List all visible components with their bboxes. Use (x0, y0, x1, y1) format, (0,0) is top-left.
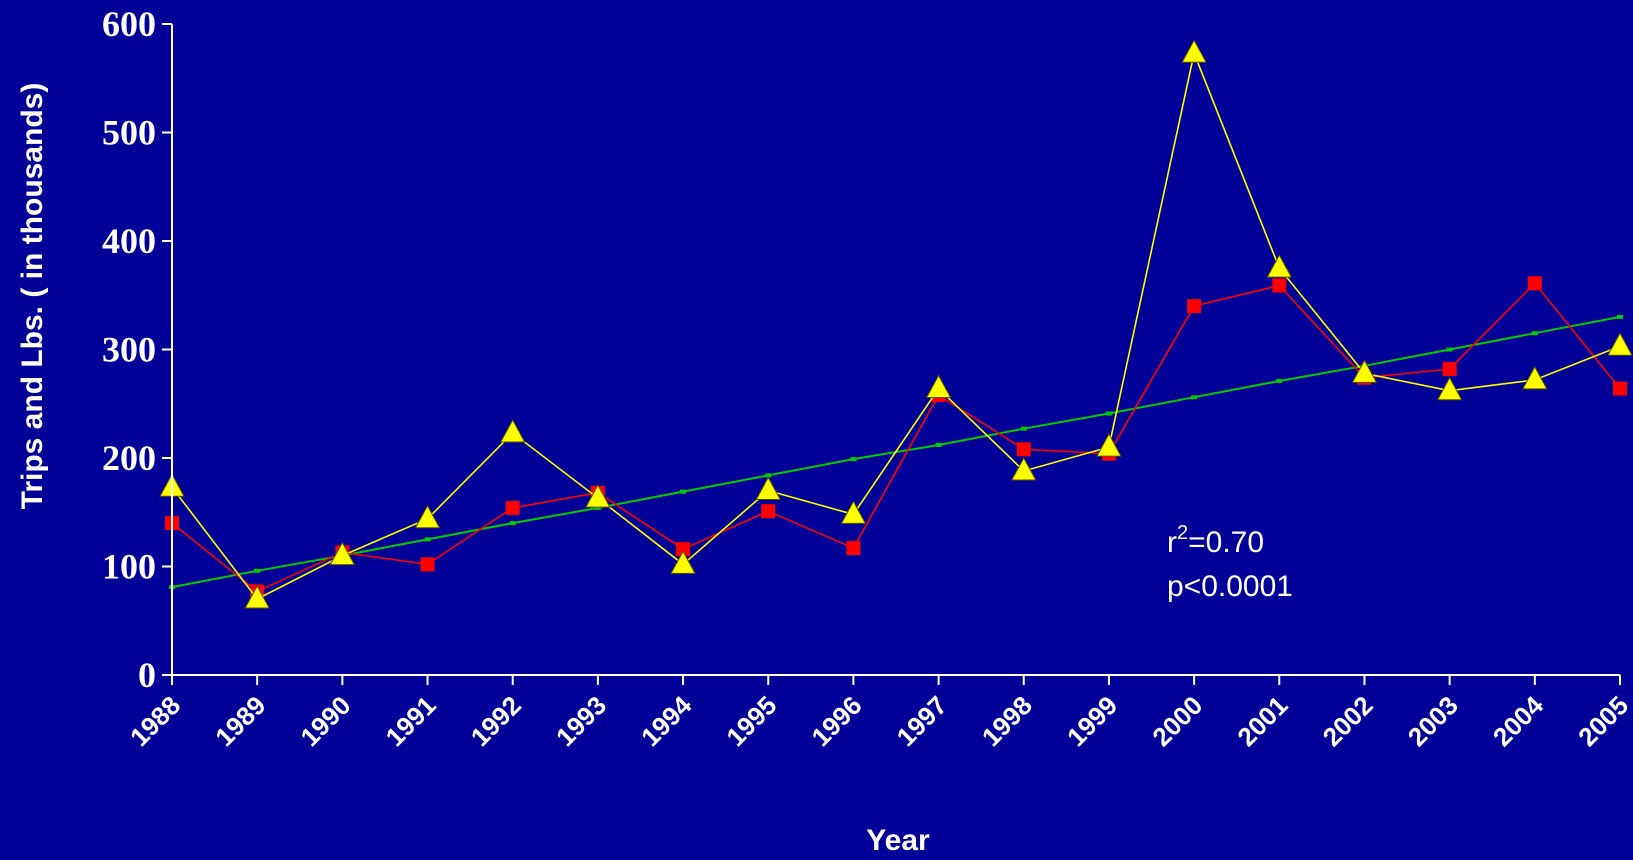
y-tick-label: 200 (102, 438, 156, 478)
series-line (171, 282, 1621, 593)
data-point-square (420, 557, 435, 572)
data-point-square (1527, 276, 1542, 291)
x-tick-label: 1991 (380, 690, 442, 752)
y-tick-label: 0 (138, 655, 156, 695)
x-tick-label: 1996 (806, 690, 868, 752)
data-point-triangle (1096, 433, 1122, 457)
x-tick-label: 2001 (1231, 690, 1293, 752)
data-point-dot (1446, 347, 1453, 352)
data-point-dot (680, 489, 687, 494)
y-tick-label: 300 (102, 330, 156, 370)
data-point-triangle (670, 550, 696, 574)
data-point-triangle (1521, 365, 1548, 390)
data-point-triangle (1181, 39, 1207, 63)
data-point-square (505, 500, 520, 515)
x-tick-label: 2005 (1572, 690, 1633, 752)
data-point-triangle (925, 374, 952, 399)
x-tick-label: 1989 (209, 690, 271, 752)
data-point-triangle (414, 504, 441, 529)
data-point-triangle (1266, 254, 1293, 278)
y-tick-label: 600 (102, 4, 156, 44)
x-tick-label: 1998 (976, 690, 1038, 752)
x-tick-label: 1992 (465, 690, 527, 752)
r-superscript: 2 (1177, 522, 1188, 544)
data-point-square (761, 504, 776, 519)
x-tick-label: 2002 (1317, 690, 1379, 752)
data-point-triangle (840, 500, 867, 524)
data-point-triangle (1607, 332, 1633, 356)
data-point-dot (935, 442, 942, 447)
y-tick-label: 100 (102, 547, 156, 587)
data-point-square (1016, 442, 1031, 457)
data-point-dot (1191, 395, 1198, 400)
y-tick-label: 500 (102, 113, 156, 153)
data-point-triangle (329, 541, 356, 566)
data-point-dot (594, 505, 601, 510)
x-tick-label: 1997 (891, 690, 953, 752)
y-tick-label: 400 (102, 221, 156, 261)
data-point-dot (254, 568, 261, 573)
p-value-annotation: p<0.0001 (1167, 570, 1293, 603)
data-point-triangle (1010, 456, 1037, 481)
data-point-dot (424, 537, 431, 542)
x-tick-label: 1995 (720, 690, 782, 752)
data-point-dot (1020, 426, 1027, 431)
x-axis-title: Year (866, 824, 930, 857)
data-point-square (1272, 278, 1287, 293)
series-triangle (159, 39, 1633, 609)
series-line (171, 50, 1621, 601)
data-point-dot (509, 521, 516, 526)
r-squared-annotation: r2=0.70 (1167, 522, 1264, 559)
data-point-square (676, 542, 691, 557)
x-tick-label: 1988 (124, 690, 186, 752)
data-point-square (1187, 299, 1202, 314)
data-point-triangle (244, 585, 271, 609)
data-point-triangle (1436, 376, 1463, 401)
x-tick-label: 2003 (1402, 690, 1464, 752)
data-point-triangle (755, 476, 782, 501)
data-point-dot (1276, 378, 1283, 383)
data-point-dot (1105, 411, 1112, 416)
data-point-triangle (1351, 359, 1378, 383)
data-point-dot (850, 457, 857, 462)
data-point-triangle (585, 484, 611, 508)
data-point-square (846, 541, 861, 556)
x-tick-label: 2004 (1487, 690, 1549, 752)
data-point-dot (1531, 331, 1538, 336)
r-value: =0.70 (1188, 526, 1264, 559)
data-point-triangle (499, 419, 526, 443)
data-point-dot (1617, 314, 1623, 319)
x-tick-label: 1994 (635, 690, 697, 752)
x-tick-label: 2000 (1146, 690, 1208, 752)
data-point-square (1613, 381, 1627, 396)
data-point-dot (765, 473, 772, 478)
x-axis-ticks: 1988 1989 1990 1991 1992 1993 1994 1995 1996 1997… (124, 675, 1633, 752)
series-layer (159, 39, 1633, 609)
r-label: r (1167, 526, 1177, 559)
x-tick-label: 1990 (294, 690, 356, 752)
data-point-square (1442, 362, 1457, 377)
x-tick-label: 1993 (550, 690, 612, 752)
y-axis-ticks: 0 100 200 300 400 500 600 (102, 4, 172, 695)
y-axis-title: Trips and Lbs. ( in thousands) (16, 83, 49, 510)
x-tick-label: 1999 (1061, 690, 1123, 752)
series-square (165, 276, 1627, 599)
